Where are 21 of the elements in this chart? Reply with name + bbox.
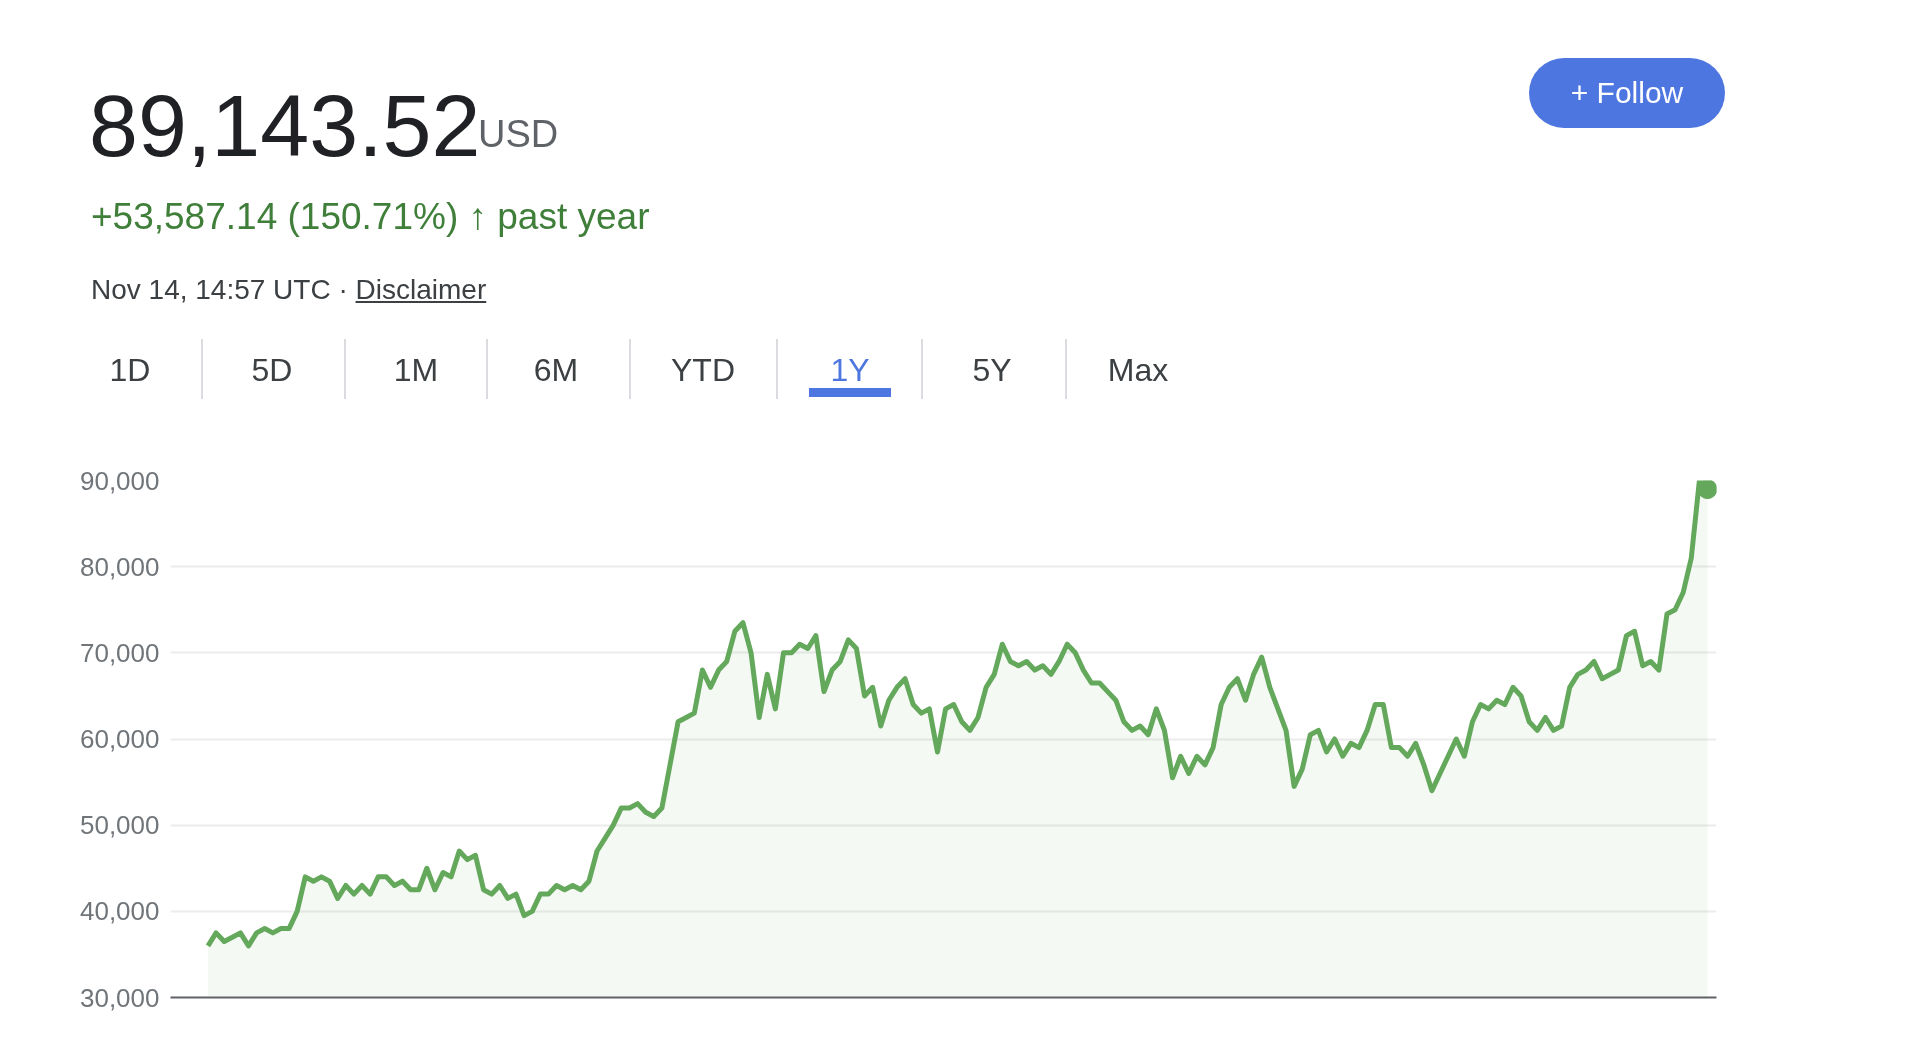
- text: 1Y: [809, 348, 891, 397]
- text: Nov 14, 14:57 UTC ·: [91, 274, 348, 305]
- chart-subtitle: +53,587.14 (150.71%) ↑ past year: [91, 195, 650, 239]
- text: 6M: [532, 351, 580, 390]
- chart-title: 89,143.52: [89, 75, 481, 177]
- y-tick-label: 80,000: [79, 551, 160, 582]
- y-tick-label: 90,000: [79, 465, 160, 496]
- text: USD: [478, 112, 559, 157]
- text: YTD: [670, 351, 736, 390]
- y-tick-label: 70,000: [79, 637, 160, 668]
- text: Max: [1106, 351, 1170, 390]
- y-tick-label: 30,000: [79, 982, 160, 1013]
- text: 1M: [392, 351, 440, 390]
- text: 5Y: [971, 351, 1013, 390]
- text: Disclaimer: [355, 274, 487, 305]
- text: 5D: [250, 351, 294, 390]
- y-tick-label: 60,000: [79, 724, 160, 754]
- text: 1D: [108, 351, 152, 390]
- text: + Follow: [1529, 58, 1725, 128]
- y-tick-label: 50,000: [79, 810, 160, 841]
- y-tick-label: 40,000: [79, 896, 160, 927]
